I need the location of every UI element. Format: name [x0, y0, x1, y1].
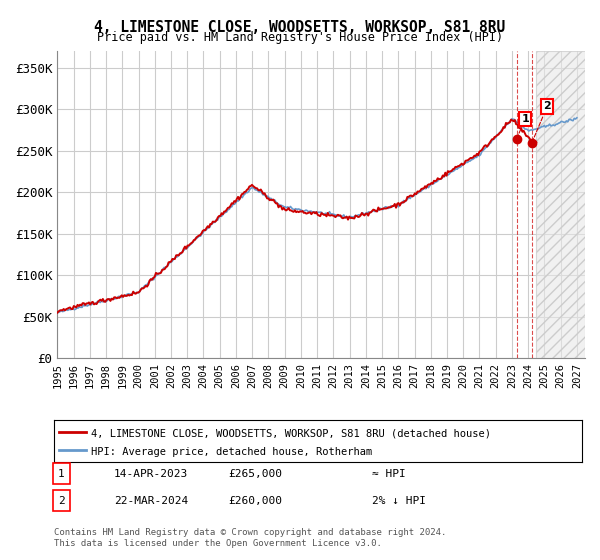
Text: ≈ HPI: ≈ HPI — [372, 469, 406, 479]
Text: 4, LIMESTONE CLOSE, WOODSETTS, WORKSOP, S81 8RU (detached house): 4, LIMESTONE CLOSE, WOODSETTS, WORKSOP, … — [91, 428, 491, 438]
Text: 22-MAR-2024: 22-MAR-2024 — [114, 496, 188, 506]
Text: £260,000: £260,000 — [228, 496, 282, 506]
Text: HPI: Average price, detached house, Rotherham: HPI: Average price, detached house, Roth… — [91, 447, 372, 457]
Text: £265,000: £265,000 — [228, 469, 282, 479]
Text: 14-APR-2023: 14-APR-2023 — [114, 469, 188, 479]
Text: 2: 2 — [58, 496, 65, 506]
Text: 2% ↓ HPI: 2% ↓ HPI — [372, 496, 426, 506]
Text: 1: 1 — [518, 114, 529, 136]
Text: Contains HM Land Registry data © Crown copyright and database right 2024.
This d: Contains HM Land Registry data © Crown c… — [54, 528, 446, 548]
Bar — [536, 52, 585, 358]
Text: Price paid vs. HM Land Registry's House Price Index (HPI): Price paid vs. HM Land Registry's House … — [97, 31, 503, 44]
Text: 4, LIMESTONE CLOSE, WOODSETTS, WORKSOP, S81 8RU: 4, LIMESTONE CLOSE, WOODSETTS, WORKSOP, … — [94, 20, 506, 35]
Text: 2: 2 — [533, 101, 551, 140]
Bar — [536, 52, 585, 358]
Text: 1: 1 — [58, 469, 65, 479]
